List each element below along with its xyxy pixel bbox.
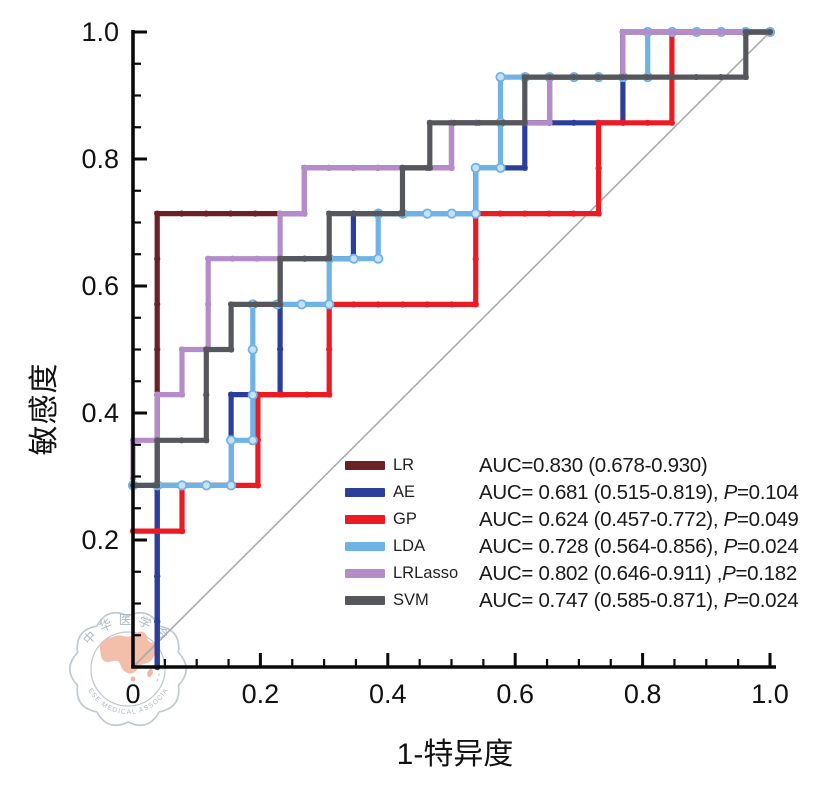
legend-model-label: SVM [393,591,429,609]
legend-swatch-GP [345,515,385,524]
x-tick-label: 0.4 [369,679,407,709]
legend-auc-text: AUC= 0.802 (0.646-0.911) ,P=0.182 [479,562,797,585]
legend-swatch-LR [345,461,385,470]
legend-model-label: GP [393,510,417,528]
y-axis-title: 敏感度 [28,362,61,456]
curve-SVM [129,28,774,489]
y-tick-label: 0.2 [81,525,119,555]
legend-model-label: LDA [393,537,426,555]
x-tick-label: 0.6 [496,679,534,709]
y-tick-label: 0.8 [81,144,119,174]
roc-curves [127,26,776,671]
axis-ticks [131,30,772,667]
y-tick-label: 0.6 [81,271,119,301]
legend-model-label: AE [393,483,416,501]
x-tick-label: 0.2 [242,679,280,709]
legend-swatch-LRLasso [345,569,385,578]
x-tick-label: 0.8 [624,679,662,709]
axis-tick-labels: 0 0.2 0.4 0.6 0.8 1.0 0.2 0.4 0.6 0.8 1.0 [81,17,788,709]
reference-diagonal [132,31,771,668]
y-tick-label: 0.4 [81,398,119,428]
legend: LR AUC=0.830 (0.678-0.930) AE AUC= 0.681… [345,452,799,614]
legend-model-label: LR [393,456,415,474]
x-tick-label: 1.0 [751,679,789,709]
legend-auc-text: AUC= 0.624 (0.457-0.772), P=0.049 [479,508,799,531]
legend-auc-text: AUC= 0.681 (0.515-0.819), P=0.104 [479,481,799,504]
curve-LRLasso [129,28,774,482]
x-tick-label: 0 [125,679,140,709]
legend-auc-text: AUC= 0.747 (0.585-0.871), P=0.024 [479,589,799,612]
legend-swatch-SVM [345,596,385,605]
legend-swatch-LDA [345,542,385,551]
x-axis-title: 1-特异度 [396,738,514,771]
legend-model-label: LRLasso [393,564,459,582]
legend-auc-text: AUC= 0.728 (0.564-0.856), P=0.024 [479,535,799,558]
y-tick-label: 1.0 [81,17,119,47]
legend-auc-text: AUC=0.830 (0.678-0.930) [479,454,708,477]
legend-swatch-AE [345,488,385,497]
